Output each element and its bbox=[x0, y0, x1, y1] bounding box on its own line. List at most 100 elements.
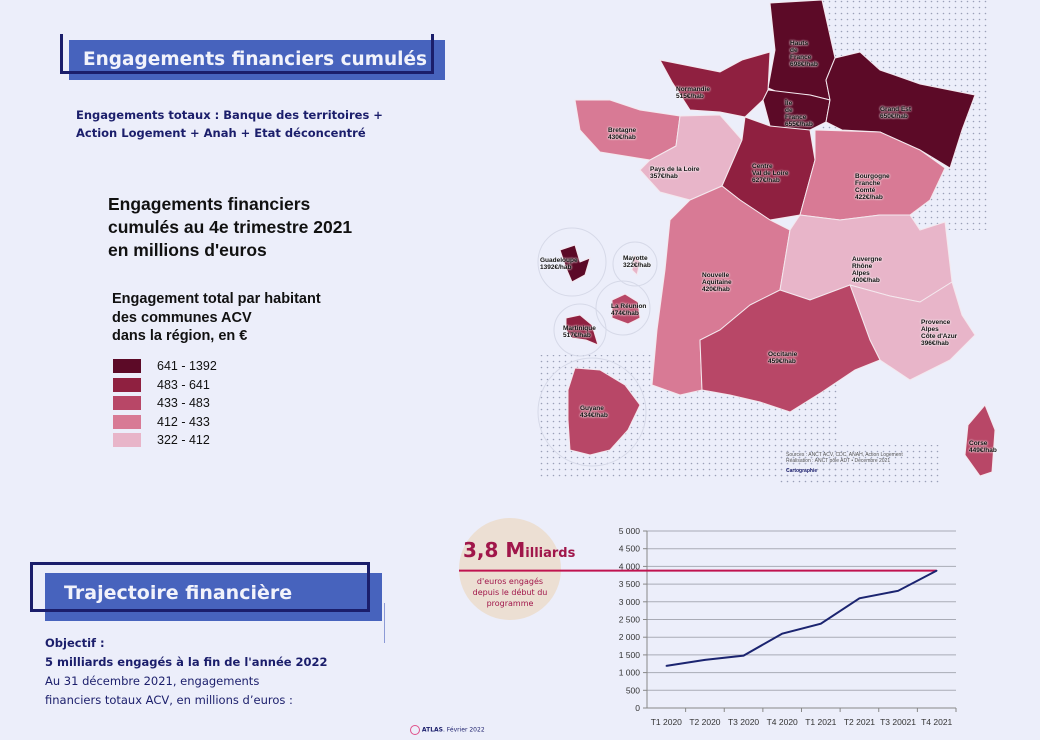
region-name: Normandie bbox=[676, 86, 710, 93]
y-tick-label: 2 000 bbox=[619, 632, 641, 642]
region-centre-val-de-loire bbox=[721, 116, 816, 221]
bubble-line3: programme bbox=[486, 599, 534, 608]
y-tick-label: 5 000 bbox=[619, 526, 641, 536]
objective-line2: 5 milliards engagés à la fin de l'année … bbox=[45, 655, 328, 669]
section2-title: Trajectoire financière bbox=[64, 582, 293, 604]
region-value: 396€/hab bbox=[921, 340, 949, 347]
atlas-logo-icon bbox=[410, 725, 420, 735]
x-tick-label: T4 2020 bbox=[767, 717, 798, 727]
region-name: Guyane bbox=[580, 405, 604, 412]
y-tick-label: 0 bbox=[635, 703, 640, 713]
region-name: Centre Val de Loire bbox=[752, 163, 789, 177]
region-martinique bbox=[565, 314, 599, 346]
region-name: Nouvelle Aquitaine bbox=[702, 272, 732, 286]
region-label: Corse 449€/hab bbox=[969, 440, 997, 454]
x-tick-label: T3 2020 bbox=[728, 717, 759, 727]
y-tick-label: 4 000 bbox=[619, 561, 641, 571]
bubble-amount: 3,8 Milliards bbox=[463, 538, 575, 562]
data-point bbox=[820, 622, 822, 625]
legend-swatch bbox=[113, 396, 141, 411]
region-label: Mayotte 322€/hab bbox=[623, 255, 651, 269]
region-label: Nouvelle Aquitaine 420€/hab bbox=[702, 272, 732, 293]
source-line1: Sources : ANCT ACV, CDC, ANAH, Action Lo… bbox=[786, 452, 903, 458]
y-tick-label: 3 000 bbox=[619, 597, 641, 607]
y-tick-label: 1 000 bbox=[619, 668, 641, 678]
region-label: Martinique 517€/hab bbox=[563, 325, 596, 339]
objective-line1: Objectif : bbox=[45, 636, 105, 650]
region-name: Martinique bbox=[563, 325, 596, 332]
region-value: 515€/hab bbox=[676, 93, 704, 100]
region-grand-est bbox=[825, 51, 976, 169]
series-line bbox=[666, 569, 938, 667]
section-title-frame bbox=[60, 34, 434, 74]
region-value: 459€/hab bbox=[768, 358, 796, 365]
data-point bbox=[935, 569, 938, 572]
x-tick-label: T4 2021 bbox=[921, 717, 952, 727]
legend-swatch bbox=[113, 433, 141, 448]
legend-swatch bbox=[113, 359, 141, 374]
x-tick-label: T2 2020 bbox=[689, 717, 720, 727]
region-value: 400€/hab bbox=[852, 277, 880, 284]
region-value: 1392€/hab bbox=[540, 264, 572, 271]
section2-title-box bbox=[45, 573, 382, 621]
region-value: 430€/hab bbox=[608, 134, 636, 141]
x-tick-label: T2 2021 bbox=[844, 717, 875, 727]
map-title-line1: Engagements financiers bbox=[108, 194, 311, 214]
legend-title-line2: des communes ACV bbox=[112, 309, 252, 326]
footer-date: . Février 2022 bbox=[442, 726, 485, 734]
y-tick-label: 500 bbox=[626, 685, 640, 695]
region-label: Guadeloupe 1392€/hab bbox=[540, 257, 578, 271]
y-tick-label: 2 500 bbox=[619, 615, 641, 625]
region-pays-de-la-loire bbox=[639, 114, 743, 201]
y-tick-label: 3 500 bbox=[619, 579, 641, 589]
desc-line2: financiers totaux ACV, en millions d’eur… bbox=[45, 693, 293, 707]
region-value: 655€/hab bbox=[785, 121, 813, 128]
region-name: Occitanie bbox=[768, 351, 798, 358]
region-name: Guadeloupe bbox=[540, 257, 578, 264]
region-mayotte bbox=[631, 253, 641, 276]
region-label: Provence Alpes Côte d'Azur 396€/hab bbox=[921, 319, 957, 347]
data-point bbox=[781, 632, 783, 635]
dot-pattern bbox=[780, 445, 940, 485]
region-label: Bretagne 430€/hab bbox=[608, 127, 636, 141]
dom-circle bbox=[595, 280, 651, 336]
region-label: Grand Est 650€/hab bbox=[880, 106, 911, 120]
region-name: Hauts de France bbox=[790, 40, 812, 61]
region-name: Mayotte bbox=[623, 255, 648, 262]
x-tick-label: T1 2020 bbox=[651, 717, 682, 727]
legend-title: Engagement total par habitant des commun… bbox=[112, 290, 321, 346]
x-tick-label: T3 20021 bbox=[880, 717, 916, 727]
map-title: Engagements financiers cumulés au 4e tri… bbox=[108, 193, 352, 262]
region-value: 698€/hab bbox=[790, 61, 818, 68]
region-label: Guyane 434€/hab bbox=[580, 405, 608, 419]
dom-circle bbox=[553, 303, 607, 357]
footer: ATLAS. Février 2022 bbox=[410, 725, 485, 735]
objective: Objectif : 5 milliards engagés à la fin … bbox=[45, 634, 328, 710]
data-point bbox=[704, 659, 706, 661]
region-label: Normandie 515€/hab bbox=[676, 86, 710, 100]
legend-swatch bbox=[113, 377, 141, 392]
data-point bbox=[742, 654, 745, 657]
region-corse bbox=[964, 404, 996, 477]
legend-label: 433 - 483 bbox=[157, 396, 210, 411]
region-occitanie bbox=[699, 284, 881, 413]
region-name: Île de France bbox=[785, 100, 807, 121]
region-name: Bourgogne Franche Comté bbox=[855, 173, 890, 194]
section2-title-frame bbox=[30, 562, 370, 612]
section-title: Engagements financiers cumulés bbox=[83, 49, 428, 70]
region-value: 627€/hab bbox=[752, 177, 780, 184]
data-point bbox=[897, 590, 899, 592]
divider bbox=[384, 603, 385, 643]
subtitle-line1: Engagements totaux : Banque des territoi… bbox=[76, 108, 383, 122]
region-la-r-union bbox=[611, 293, 641, 325]
region-value: 357€/hab bbox=[650, 173, 678, 180]
legend-title-line1: Engagement total par habitant bbox=[112, 291, 321, 307]
y-tick-label: 1 500 bbox=[619, 650, 641, 660]
region-value: 449€/hab bbox=[969, 447, 997, 454]
bubble-line2: depuis le début du bbox=[472, 588, 548, 597]
legend-item: 483 - 641 bbox=[113, 376, 217, 395]
region-value: 517€/hab bbox=[563, 332, 591, 339]
legend-item: 641 - 1392 bbox=[113, 357, 217, 376]
